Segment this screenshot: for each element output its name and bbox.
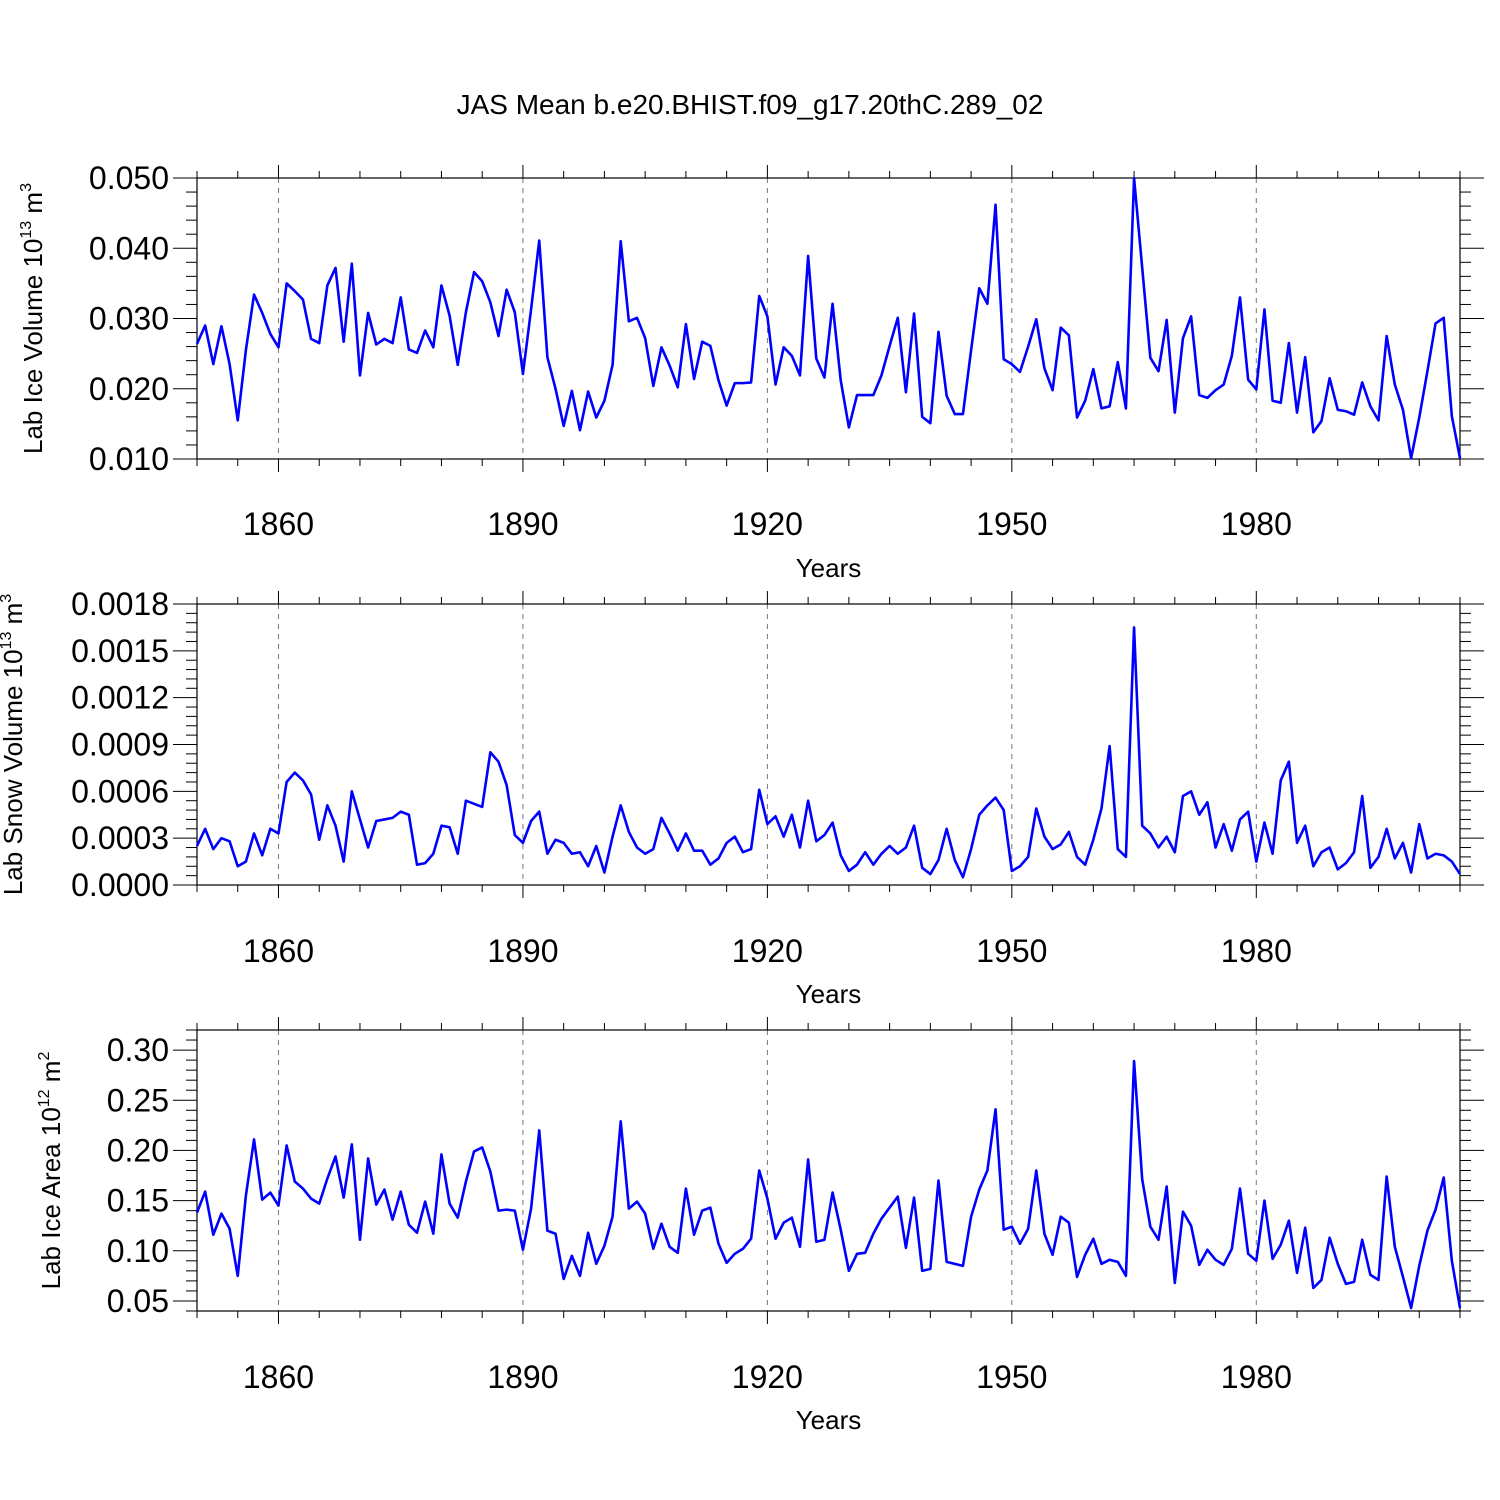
y-tick-label: 0.0009: [71, 727, 169, 763]
x-tick-label: 1980: [1221, 1359, 1292, 1395]
y-axis-title: Lab Ice Area 1012 m2: [36, 1052, 66, 1290]
y-tick-label: 0.020: [89, 371, 169, 407]
y-tick-label: 0.25: [107, 1082, 169, 1118]
x-tick-label: 1920: [732, 506, 803, 542]
series-line: [195, 176, 1462, 460]
x-tick-label: 1980: [1221, 933, 1292, 969]
y-tick-label: 0.0015: [71, 633, 169, 669]
x-tick-label: 1890: [487, 933, 558, 969]
x-tick-label: 1950: [976, 506, 1047, 542]
panel-3: 1860 1890 1920 1950 1980 0.05 0.10 0.15 0.20 0.25…: [36, 1017, 1484, 1435]
y-axis-title-part: m: [0, 603, 28, 632]
x-axis-title: Years: [796, 1405, 862, 1435]
y-axis-title-part: Lab Snow Volume 10: [0, 649, 28, 895]
x-tick-label: 1950: [976, 1359, 1047, 1395]
y-tick-label: 0.0006: [71, 773, 169, 809]
y-tick-label: 0.15: [107, 1183, 169, 1219]
y-tick-label: 0.30: [107, 1032, 169, 1068]
y-tick-label: 0.0003: [71, 820, 169, 856]
plot-frame: [196, 1029, 1461, 1312]
plot-frame: [196, 177, 1461, 460]
x-tick-label: 1890: [487, 1359, 558, 1395]
y-axis-title-superscript: 13: [18, 221, 35, 239]
y-tick-label: 0.050: [89, 160, 169, 196]
y-tick-label: 0.0012: [71, 680, 169, 716]
y-axis-title-superscript: 3: [18, 183, 35, 192]
y-tick-label: 0.040: [89, 230, 169, 266]
panels-group: 1860 1890 1920 1950 1980 0.010 0.020 0.030 0.040…: [0, 160, 1484, 1435]
y-axis-title-superscript: 12: [36, 1089, 53, 1107]
y-axis-title-part: m: [18, 192, 48, 221]
x-tick-label: 1860: [243, 933, 314, 969]
y-tick-label: 0.05: [107, 1283, 169, 1319]
x-axis-title: Years: [796, 553, 862, 583]
y-axis-title-superscript: 2: [36, 1052, 53, 1061]
x-tick-label: 1860: [243, 506, 314, 542]
y-tick-label: 0.010: [89, 441, 169, 477]
y-tick-label: 0.10: [107, 1233, 169, 1269]
chart-title: JAS Mean b.e20.BHIST.f09_g17.20thC.289_0…: [457, 89, 1044, 120]
x-tick-label: 1920: [732, 1359, 803, 1395]
x-tick-label: 1950: [976, 933, 1047, 969]
x-tick-label: 1890: [487, 506, 558, 542]
y-axis-title: Lab Snow Volume 1013 m3: [0, 594, 28, 895]
x-tick-label: 1980: [1221, 506, 1292, 542]
y-axis-title-part: Lab Ice Volume 10: [18, 239, 48, 454]
panel-2: 1860 1890 1920 1950 1980 0.0000 0.0003 0.0006 0.…: [0, 586, 1484, 1009]
y-tick-label: 0.0018: [71, 586, 169, 622]
y-axis-title-part: Lab Ice Area 10: [36, 1107, 66, 1289]
y-tick-label: 0.20: [107, 1132, 169, 1168]
x-tick-label: 1860: [243, 1359, 314, 1395]
y-tick-label: 0.030: [89, 301, 169, 337]
series-line: [195, 1059, 1462, 1310]
x-axis-title: Years: [796, 979, 862, 1009]
y-axis-title-part: m: [36, 1061, 66, 1090]
y-axis-title: Lab Ice Volume 1013 m3: [18, 183, 48, 454]
y-axis-title-superscript: 13: [0, 632, 15, 650]
panel-1: 1860 1890 1920 1950 1980 0.010 0.020 0.030 0.040…: [18, 160, 1484, 583]
y-axis-title-superscript: 3: [0, 594, 15, 603]
series-line: [195, 626, 1462, 879]
y-tick-label: 0.0000: [71, 867, 169, 903]
x-tick-label: 1920: [732, 933, 803, 969]
